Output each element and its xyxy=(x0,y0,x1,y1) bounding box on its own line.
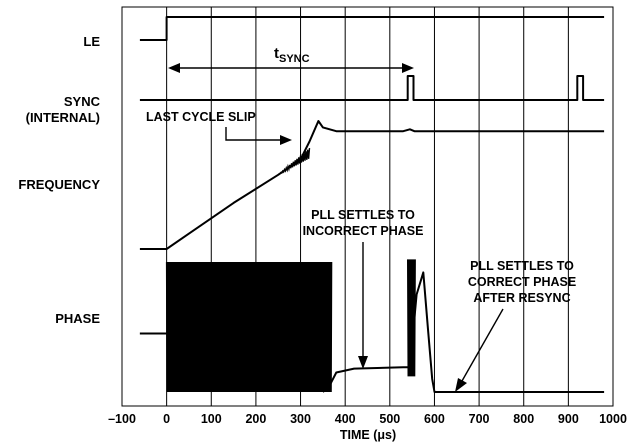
tsync-arrow-right-head xyxy=(402,63,414,73)
x-tick-label-1: 0 xyxy=(163,412,170,426)
x-tick-label-5: 400 xyxy=(335,412,356,426)
x-tick-label-0: –100 xyxy=(108,412,136,426)
trace-frequency-ripple xyxy=(277,148,311,176)
signal-label-le: LE xyxy=(83,34,100,49)
signal-label-sync-internal: (INTERNAL) xyxy=(26,110,100,125)
tsync-label: tSYNC xyxy=(274,45,310,65)
incorrect-phase-arrowhead xyxy=(358,356,368,369)
x-tick-label-3: 200 xyxy=(245,412,266,426)
trace-sync xyxy=(139,75,605,101)
correct-phase-label-2: CORRECT PHASE xyxy=(468,275,576,289)
incorrect-phase-label-1: PLL SETTLES TO xyxy=(311,208,415,222)
trace-phase xyxy=(322,271,605,393)
tsync-arrow-left-head xyxy=(168,63,180,73)
x-tick-label-8: 700 xyxy=(469,412,490,426)
signal-traces xyxy=(139,16,605,393)
trace-frequency xyxy=(139,120,605,250)
signal-label-frequency: FREQUENCY xyxy=(18,177,100,192)
last-cycle-slip-label: LAST CYCLE SLIP xyxy=(146,110,256,124)
x-axis-title: TIME (μs) xyxy=(340,428,396,442)
correct-phase-arrow-line xyxy=(461,308,504,382)
tsync-annotation: tSYNC xyxy=(168,45,414,73)
tsync-label-main: t xyxy=(274,45,279,62)
x-tick-label-7: 600 xyxy=(424,412,445,426)
last-cycle-slip-pointer xyxy=(225,127,280,141)
correct-phase-arrowhead xyxy=(455,378,467,392)
x-tick-label-4: 300 xyxy=(290,412,311,426)
x-tick-label-2: 100 xyxy=(201,412,222,426)
tsync-label-sub: SYNC xyxy=(279,53,310,65)
x-tick-label-10: 900 xyxy=(558,412,579,426)
trace-le xyxy=(139,16,605,41)
plot-frame xyxy=(121,6,614,407)
x-tick-label-6: 500 xyxy=(379,412,400,426)
x-tick-label-9: 800 xyxy=(513,412,534,426)
trace-phase-burst xyxy=(407,259,416,377)
incorrect-phase-label-2: INCORRECT PHASE xyxy=(303,224,424,238)
signal-label-sync: SYNC xyxy=(64,94,101,109)
correct-phase-label-1: PLL SETTLES TO xyxy=(470,259,574,273)
x-tick-label-11: 1000 xyxy=(599,412,627,426)
correct-phase-label-3: AFTER RESYNC xyxy=(473,291,570,305)
x-axis-tick-labels: –100 0 100 200 300 400 500 600 700 800 900 1000 xyxy=(108,412,627,426)
last-cycle-slip-arrowhead xyxy=(280,135,292,145)
trace-phase-oscillation xyxy=(165,261,333,393)
signal-label-phase: PHASE xyxy=(55,311,100,326)
